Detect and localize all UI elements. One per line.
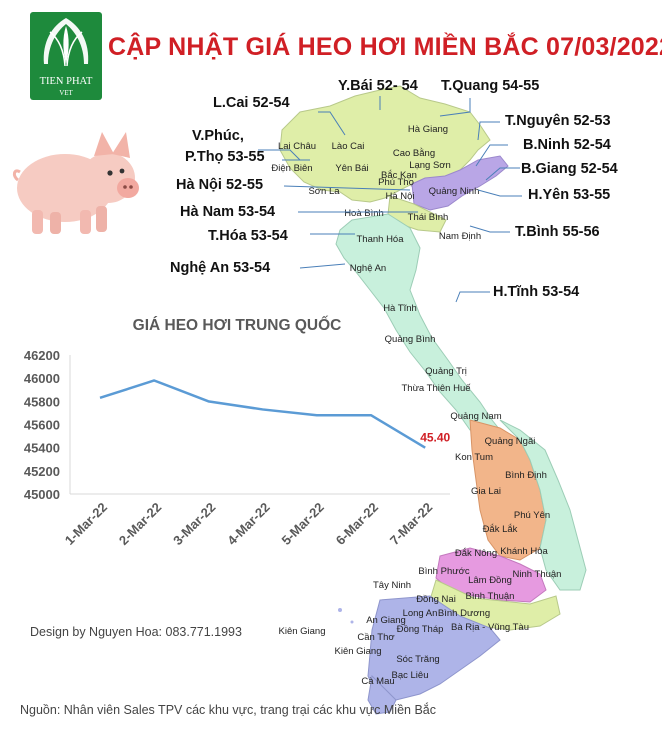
price-label-nghe-an: Nghệ An 53-54 (170, 260, 271, 276)
price-label-ha-nam: Hà Nam 53-54 (180, 204, 276, 220)
price-label-bac-ninh: B.Ninh 52-54 (523, 137, 611, 153)
province-label: Khánh Hòa (500, 546, 548, 557)
province-label: Bà Rịa - Vũng Tàu (451, 622, 529, 633)
province-label: Nghệ An (349, 263, 387, 274)
province-label: Quảng Nam (450, 411, 502, 422)
province-label: Bình Định (505, 470, 547, 481)
y-tick-label: 45400 (24, 441, 60, 456)
price-label-hung-yen: H.Yên 53-55 (528, 187, 611, 203)
province-label: Hà Giang (407, 124, 449, 135)
province-label: Cần Thơ (357, 632, 395, 643)
province-label: Quảng Ngãi (484, 436, 536, 447)
x-tick-label: 2-Mar-22 (116, 500, 164, 548)
price-label-thanh-hoa: T.Hóa 53-54 (208, 228, 288, 244)
province-label: Lạng Sơn (409, 160, 451, 171)
province-label: Bạc Liêu (391, 670, 429, 681)
series-line (99, 379, 426, 449)
province-label: Lào Cai (331, 141, 365, 152)
price-label-bac-giang: B.Giang 52-54 (521, 161, 618, 177)
price-label-tuyen-quang: T.Quang 54-55 (441, 78, 540, 94)
province-label: Đắk Nông (454, 548, 498, 559)
data-label: 45.40 (420, 431, 450, 445)
price-label-thai-nguyen: T.Nguyên 52-53 (505, 113, 611, 129)
province-label: Bình Phước (418, 566, 470, 577)
province-label: Hoà Bình (344, 208, 384, 219)
province-label: Gia Lai (470, 486, 502, 497)
x-tick-label: 3-Mar-22 (170, 500, 218, 548)
pig-image (12, 132, 139, 234)
province-label: Thái Bình (407, 212, 449, 223)
x-tick-label: 6-Mar-22 (333, 500, 381, 548)
province-label: Long An (402, 608, 438, 619)
province-label: Ninh Thuận (512, 569, 562, 580)
province-label: Đồng Tháp (396, 624, 444, 635)
price-label-yen-bai: Y.Bái 52- 54 (338, 78, 418, 94)
province-label: Quảng Bình (384, 334, 436, 345)
province-label: Lai Châu (277, 141, 317, 152)
province-label: Thừa Thiên Huế (401, 383, 471, 394)
province-label: Hà Tĩnh (383, 303, 417, 314)
y-tick-label: 45200 (24, 464, 60, 479)
tien-phat-logo: TIEN PHAT VET (30, 12, 102, 100)
province-label: Kiên Giang (334, 646, 382, 657)
y-tick-label: 45600 (24, 418, 60, 433)
province-label: Kiên Giang (278, 626, 326, 637)
y-tick-label: 45800 (24, 394, 60, 409)
price-label-ha-noi: Hà Nội 52-55 (176, 177, 264, 193)
province-label: Bắc Kạn (381, 170, 417, 181)
price-label-ha-tinh: H.Tĩnh 53-54 (493, 284, 580, 300)
x-tick-label: 7-Mar-22 (387, 500, 435, 548)
logo-subtext: VET (59, 89, 73, 97)
china-pig-price-chart: GIÁ HEO HƠI TRUNG QUỐC 45000 45200 45400 45… (24, 316, 451, 548)
province-label: Phú Yên (513, 510, 551, 521)
source-note: Nguồn: Nhân viên Sales TPV các khu vực, … (20, 703, 437, 717)
province-label: Sóc Trăng (396, 654, 440, 665)
y-tick-label: 46000 (24, 371, 60, 386)
province-label: An Giang (366, 615, 406, 626)
x-tick-label: 4-Mar-22 (224, 500, 272, 548)
province-label: Hà Nội (385, 191, 415, 202)
page-title: CẬP NHẬT GIÁ HEO HƠI MIỀN BẮC 07/03/2022 (108, 33, 662, 61)
y-tick-label: 46200 (24, 348, 60, 363)
province-label: Quảng Ninh (428, 186, 480, 197)
x-tick-label: 5-Mar-22 (279, 500, 327, 548)
province-label: Nam Định (438, 231, 482, 242)
province-label: Cao Bằng (392, 148, 436, 159)
y-tick-label: 45000 (24, 487, 60, 502)
price-label-lao-cai: L.Cai 52-54 (213, 95, 290, 111)
price-label-thai-binh: T.Bình 55-56 (515, 224, 600, 240)
province-label: Đắk Lắk (482, 524, 518, 535)
province-label: Cà Mau (361, 676, 395, 687)
x-tick-label: 1-Mar-22 (62, 500, 110, 548)
province-label: Bình Thuận (465, 591, 515, 602)
price-label-vinh-phuc: V.Phúc, (192, 128, 244, 144)
province-label: Kon Tum (454, 452, 494, 463)
province-label: Đồng Nai (416, 594, 456, 605)
province-label: Sơn La (308, 186, 340, 197)
province-label: Thanh Hóa (356, 234, 404, 245)
chart-title: GIÁ HEO HƠI TRUNG QUỐC (133, 316, 342, 334)
province-label: Bình Dương (437, 608, 491, 619)
province-label: Lâm Đồng (468, 575, 512, 586)
design-credit: Design by Nguyen Hoa: 083.771.1993 (30, 625, 242, 639)
logo-text: TIEN PHAT (40, 76, 93, 87)
province-label: Tây Ninh (372, 580, 412, 591)
province-label: Yên Bái (335, 163, 369, 174)
vietnam-map (279, 85, 587, 715)
province-label: Quảng Trị (425, 366, 467, 377)
price-label-phu-tho: P.Thọ 53-55 (185, 149, 265, 165)
province-label: Điện Biên (271, 163, 313, 174)
province-label: Phú Thọ (378, 177, 414, 188)
